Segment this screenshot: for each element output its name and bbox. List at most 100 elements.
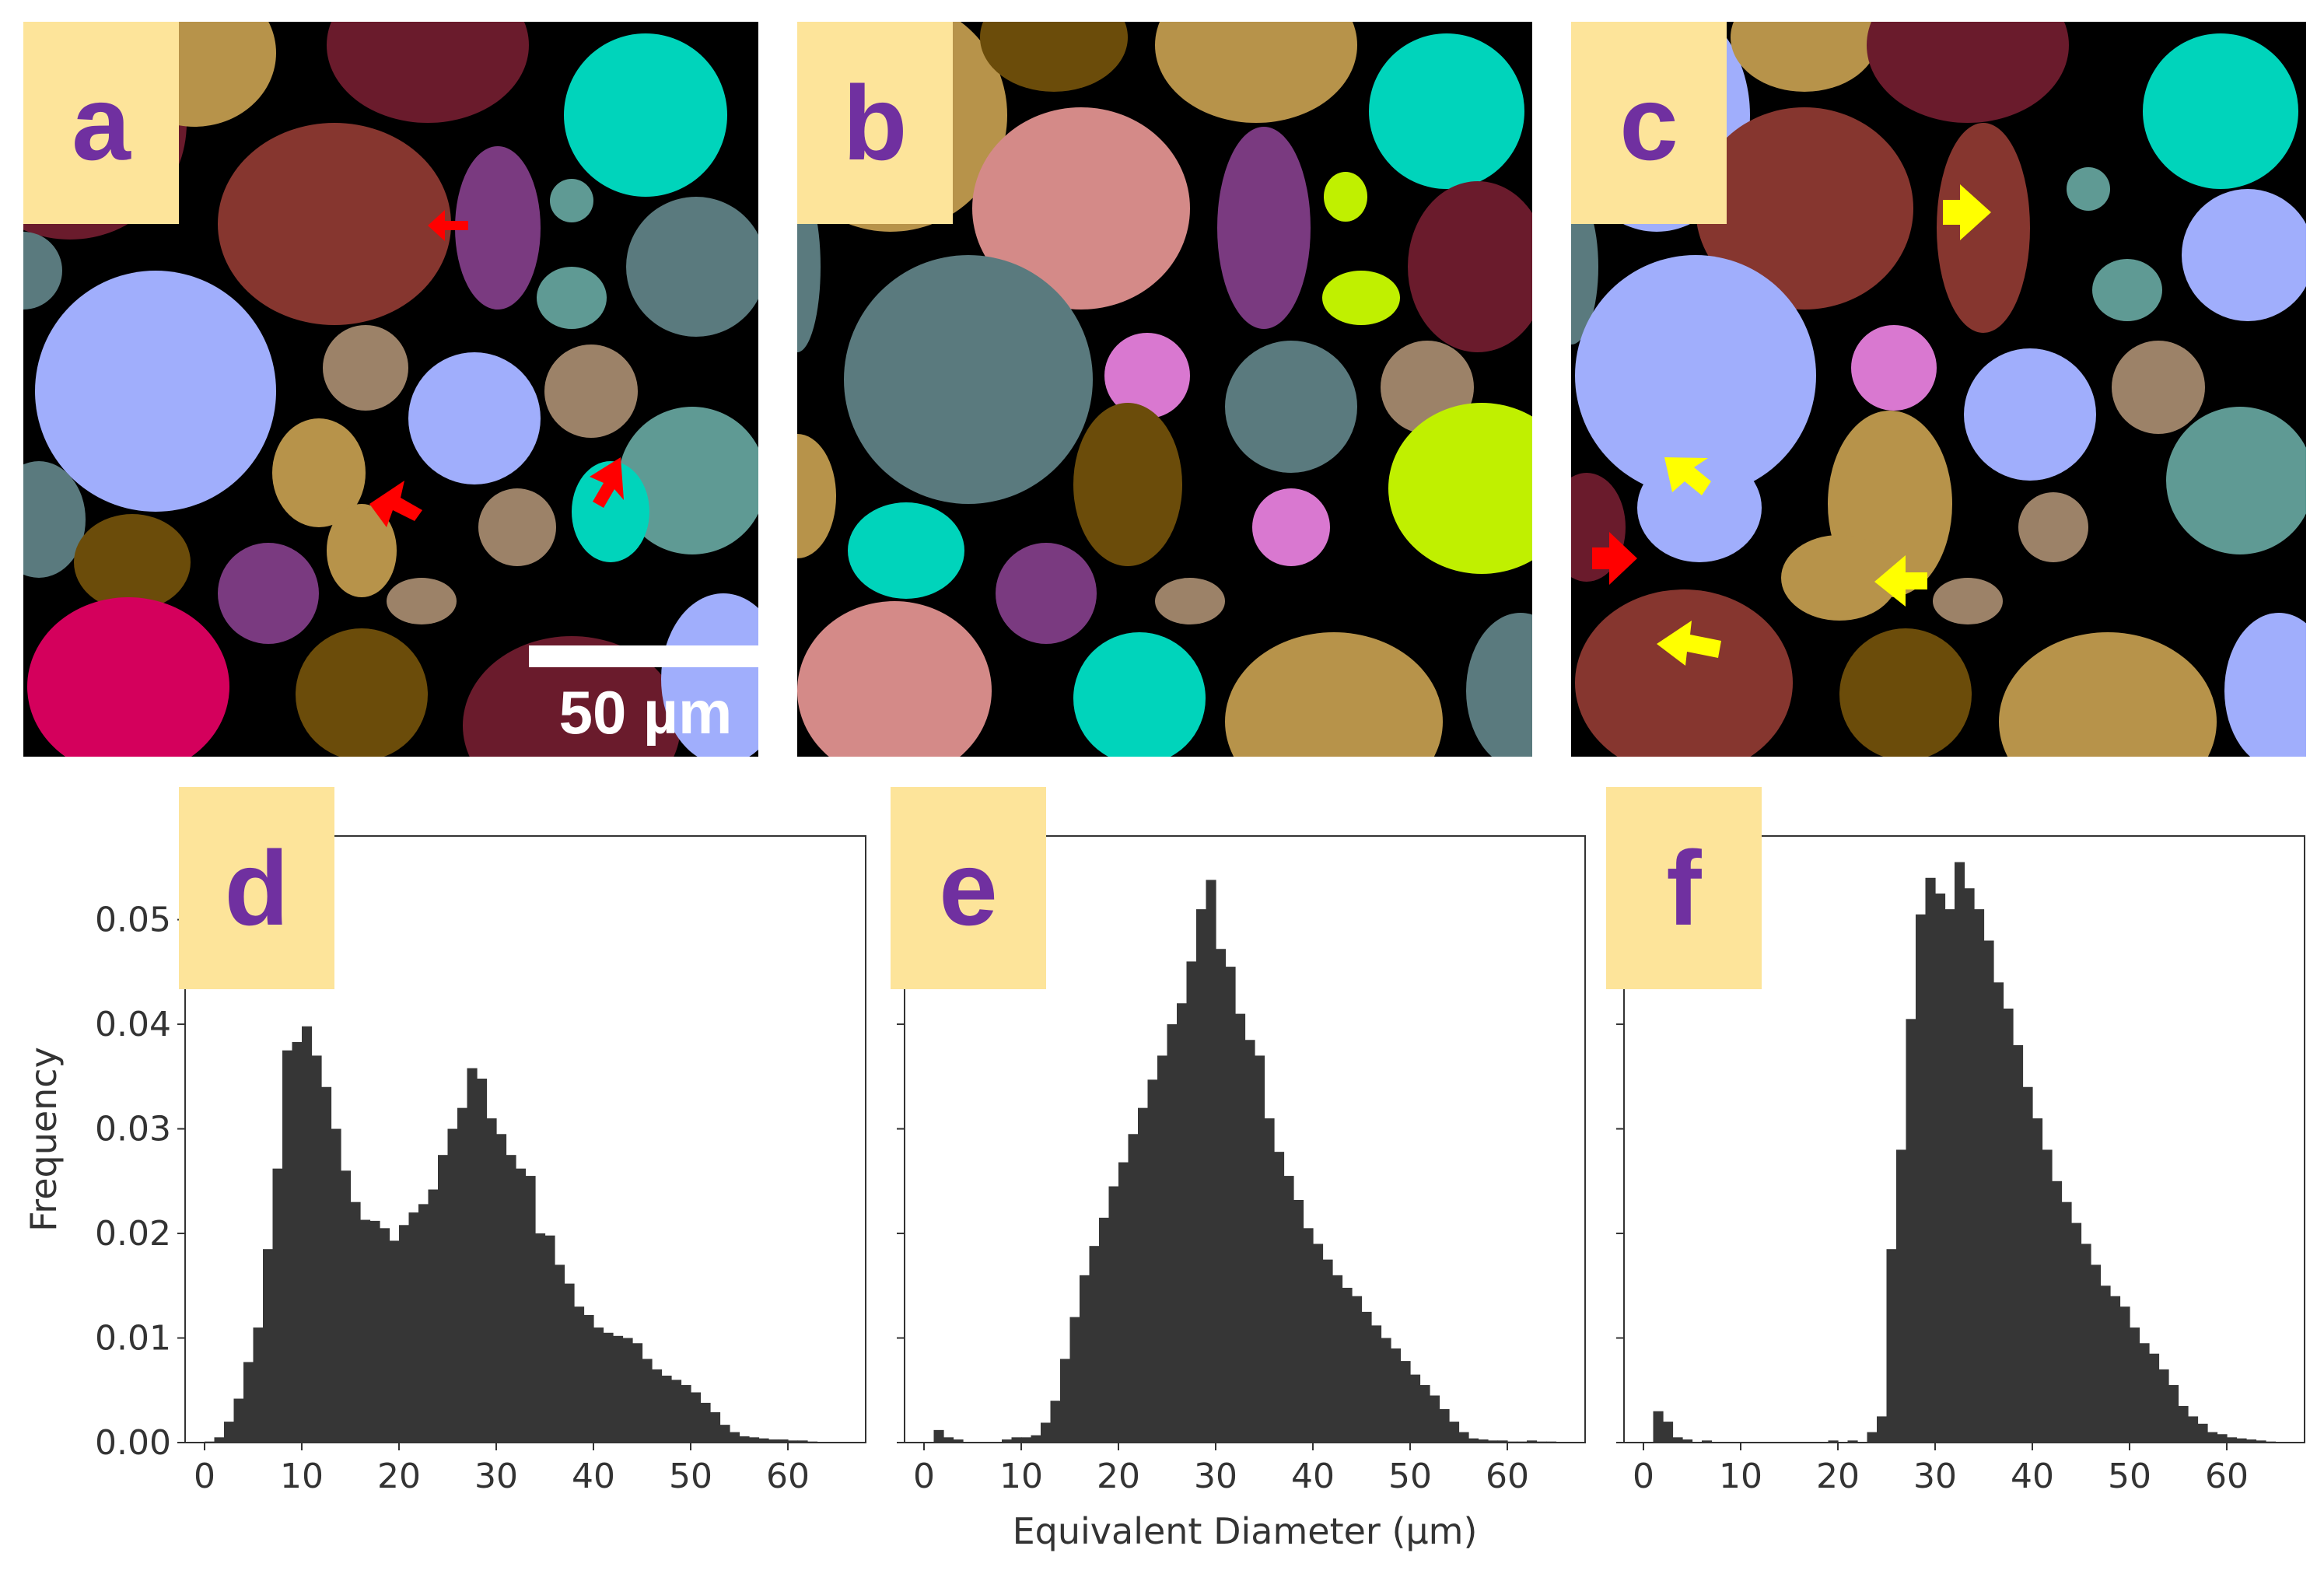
histogram-bar	[2207, 1432, 2218, 1443]
red-arrow-icon	[428, 210, 468, 241]
histogram-bar	[933, 1429, 944, 1443]
histogram-bar	[2003, 1008, 2014, 1443]
histogram-bar	[1108, 1186, 1119, 1443]
histogram-bar	[1011, 1437, 1022, 1443]
histogram-bar	[544, 1235, 555, 1443]
histogram-bar	[350, 1201, 361, 1443]
histogram-bar	[1342, 1287, 1353, 1443]
panel-label-text: e	[939, 829, 998, 947]
histogram-bar	[2236, 1438, 2247, 1443]
histogram-bar	[719, 1425, 730, 1443]
histogram-bar	[691, 1392, 702, 1443]
histogram-bar	[593, 1327, 604, 1443]
histogram-bar	[1283, 1176, 1294, 1443]
x-tick-label: 40	[572, 1457, 615, 1496]
y-tick-label: 0.02	[95, 1214, 171, 1254]
histogram-bar	[1925, 877, 1936, 1443]
histogram-bar	[1371, 1325, 1382, 1443]
histogram-bar	[2110, 1296, 2121, 1443]
histogram-bar	[1993, 982, 2004, 1443]
histogram-bar	[1332, 1275, 1343, 1443]
yellow-arrow-icon	[1664, 457, 1711, 495]
segmentation-panel-c	[1571, 22, 2306, 757]
histogram-bar	[1322, 1259, 1333, 1443]
histogram-bar	[467, 1068, 478, 1443]
histogram-bar	[2188, 1416, 2199, 1443]
histogram-bar	[2256, 1440, 2266, 1443]
histogram-bar	[2061, 1201, 2072, 1443]
histogram-bar	[2197, 1423, 2208, 1443]
histogram-bar	[700, 1402, 711, 1443]
histogram-bar	[2052, 1180, 2063, 1443]
x-tick-label: 20	[1816, 1457, 1860, 1496]
histogram-bar	[1196, 909, 1207, 1443]
x-tick-label: 50	[2108, 1457, 2151, 1496]
histogram-bar	[1060, 1359, 1071, 1443]
histogram-bar	[1080, 1275, 1090, 1443]
histogram-bar	[1877, 1416, 1888, 1443]
x-tick-label: 60	[2205, 1457, 2249, 1496]
histogram-bar	[1896, 1149, 1907, 1443]
histogram-bar	[1381, 1338, 1391, 1443]
red-arrow-icon	[590, 457, 624, 508]
x-tick-label: 30	[474, 1457, 518, 1496]
red-arrow-icon	[1592, 532, 1637, 585]
panel-label-text: f	[1666, 829, 1702, 947]
histogram-bar	[1672, 1437, 1683, 1443]
histogram-bar	[369, 1220, 380, 1443]
scale-bar	[529, 645, 758, 667]
histogram-bar	[2071, 1222, 2082, 1443]
histogram-bar	[418, 1204, 429, 1443]
histogram-bar	[1206, 880, 1216, 1443]
histogram-bar	[243, 1362, 254, 1443]
plot-frame	[184, 835, 866, 1443]
panel-label-text: d	[224, 829, 289, 947]
histogram-bar	[788, 1440, 799, 1443]
yellow-arrow-icon	[1657, 621, 1721, 666]
histogram-bar	[292, 1041, 303, 1443]
histogram-bar	[341, 1170, 352, 1443]
histogram-bar	[282, 1050, 293, 1443]
panel-label-f: f	[1606, 787, 1762, 989]
histogram-bar	[1147, 1079, 1158, 1443]
histogram-bar	[671, 1380, 682, 1443]
histogram-bar	[408, 1212, 419, 1443]
histogram-bar	[555, 1264, 565, 1443]
panel-label-d: d	[179, 787, 334, 989]
histogram-bar	[438, 1155, 449, 1443]
histogram-bar	[1410, 1374, 1421, 1443]
histogram-bar	[1293, 1200, 1304, 1443]
histogram-bar	[1478, 1439, 1489, 1443]
histogram-bar	[613, 1335, 624, 1443]
x-tick-label: 20	[1097, 1457, 1140, 1496]
segmentation-image-c	[1571, 22, 2306, 757]
histogram-bar	[749, 1437, 760, 1443]
histogram-bar	[2022, 1086, 2033, 1443]
histogram-bar	[1031, 1435, 1041, 1443]
histogram-bar	[2081, 1243, 2091, 1443]
histogram-bar	[661, 1375, 672, 1443]
histogram-bar	[2178, 1405, 2189, 1443]
histogram-bar	[681, 1385, 691, 1443]
panel-label-text: a	[72, 64, 131, 182]
histogram-bar	[652, 1369, 663, 1443]
histogram-bar	[1983, 940, 1994, 1443]
histogram-bar	[1702, 1440, 1713, 1443]
histogram-bar	[2246, 1439, 2257, 1443]
histogram-bar	[2217, 1434, 2228, 1443]
histogram-bar	[1653, 1411, 1664, 1443]
panel-label-e: e	[891, 787, 1046, 989]
histogram-bar	[360, 1219, 371, 1443]
histogram-bar	[331, 1128, 341, 1443]
scale-bar-label: 50 µm	[558, 678, 733, 747]
histogram-bar	[2149, 1353, 2160, 1443]
histogram-bar	[730, 1432, 740, 1443]
histogram-bar	[1964, 888, 1975, 1443]
histogram-bar	[321, 1086, 332, 1443]
histogram-bar	[1400, 1361, 1411, 1443]
histogram-bar	[2013, 1044, 2024, 1443]
x-axis-label: Equivalent Diameter (µm)	[1013, 1510, 1478, 1552]
x-tick-label: 10	[999, 1457, 1043, 1496]
histogram-bar	[1225, 967, 1236, 1443]
